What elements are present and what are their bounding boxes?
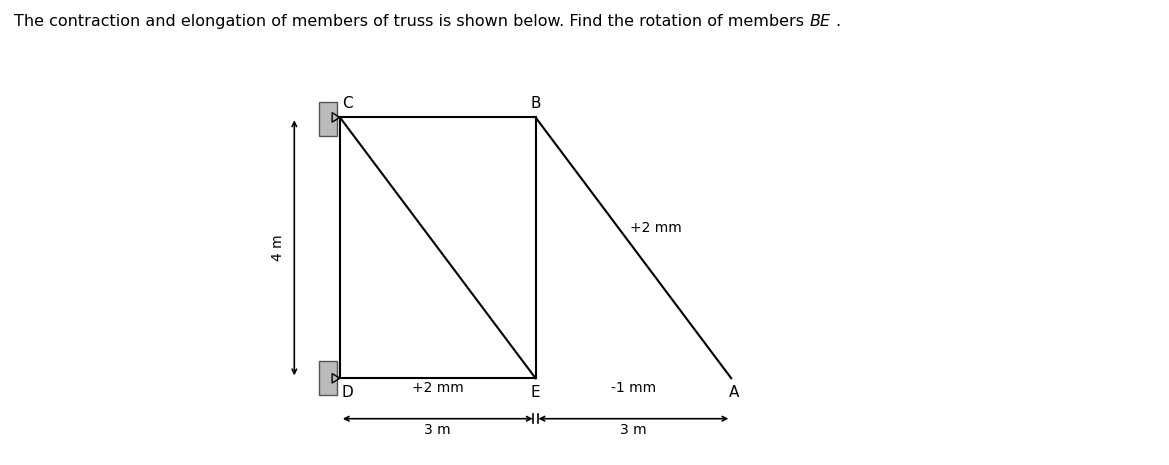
Text: A: A	[729, 385, 740, 400]
FancyBboxPatch shape	[319, 102, 338, 136]
Text: +2 mm: +2 mm	[630, 221, 682, 235]
Text: D: D	[341, 385, 354, 400]
Text: C: C	[343, 96, 353, 111]
Text: 4 m: 4 m	[271, 234, 285, 261]
Text: 3 m: 3 m	[620, 424, 646, 438]
FancyBboxPatch shape	[319, 361, 338, 395]
Text: +2 mm: +2 mm	[411, 381, 464, 395]
Text: B: B	[531, 96, 541, 111]
Text: .: .	[835, 14, 841, 29]
Text: -1 mm: -1 mm	[611, 381, 656, 395]
Text: E: E	[531, 385, 540, 400]
Text: The contraction and elongation of members of truss is shown below. Find the rota: The contraction and elongation of member…	[14, 14, 809, 29]
Text: 3 m: 3 m	[424, 424, 451, 438]
Text: BE: BE	[809, 14, 830, 29]
